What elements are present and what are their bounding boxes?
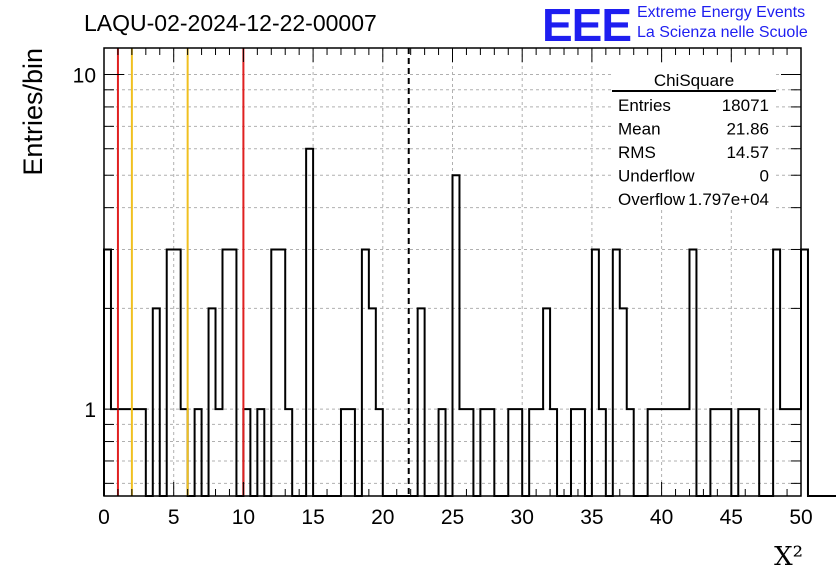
histogram-line bbox=[103, 147, 836, 497]
stats-value: 18071 bbox=[722, 96, 769, 115]
stats-label: Mean bbox=[618, 120, 661, 139]
x-tick-label: 40 bbox=[650, 506, 673, 529]
stats-label: Underflow bbox=[618, 167, 695, 186]
stats-name: ChiSquare bbox=[654, 71, 734, 90]
y-tick-label: 10 bbox=[73, 64, 96, 87]
x-tick-label: 10 bbox=[232, 506, 255, 529]
y-axis-title: Entries/bin bbox=[18, 48, 48, 176]
stats-value: 0 bbox=[760, 167, 769, 186]
chart-title: LAQU-02-2024-12-22-00007 bbox=[84, 10, 377, 36]
stats-value: 1.797e+04 bbox=[688, 190, 769, 209]
x-axis-title: X² bbox=[774, 542, 803, 572]
stats-label: RMS bbox=[618, 143, 656, 162]
stats-label: Overflow bbox=[618, 190, 686, 209]
x-tick-label: 20 bbox=[371, 506, 394, 529]
stats-value: 14.57 bbox=[726, 143, 769, 162]
x-tick-label: 50 bbox=[789, 506, 812, 529]
x-tick-label: 35 bbox=[580, 506, 603, 529]
y-tick-label: 1 bbox=[84, 399, 96, 422]
x-tick-label: 25 bbox=[441, 506, 464, 529]
stats-box bbox=[612, 66, 776, 209]
x-tick-label: 30 bbox=[511, 506, 534, 529]
logo-mark: EEE bbox=[542, 0, 632, 51]
eee-logo: EEE Extreme Energy Events La Scienza nel… bbox=[542, 0, 832, 51]
stats-label: Entries bbox=[618, 96, 671, 115]
logo-line-2: La Scienza nelle Scuole bbox=[637, 24, 808, 41]
stats-value: 21.86 bbox=[726, 120, 769, 139]
x-tick-label: 45 bbox=[720, 506, 743, 529]
x-tick-label: 15 bbox=[301, 506, 324, 529]
logo-line-1: Extreme Energy Events bbox=[637, 4, 806, 21]
x-tick-label: 0 bbox=[98, 506, 110, 529]
x-tick-label: 5 bbox=[168, 506, 180, 529]
